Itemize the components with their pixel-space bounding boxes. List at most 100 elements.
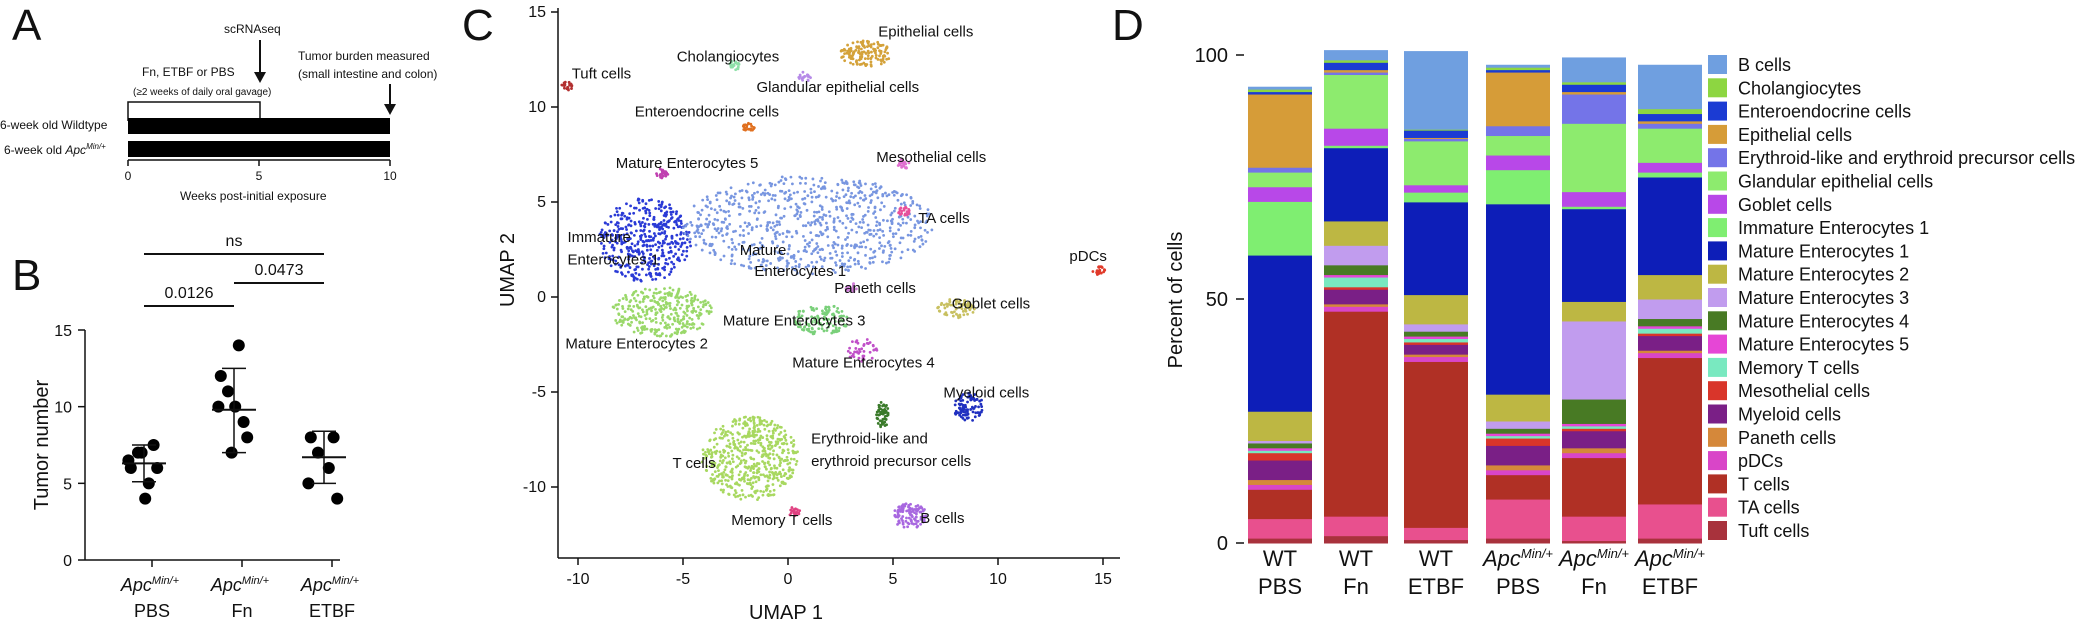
- umap-cell: [954, 302, 958, 306]
- stacked-segment: [1638, 64, 1702, 110]
- umap-cell: [632, 291, 636, 294]
- data-point: [212, 400, 225, 413]
- umap-cell: [811, 272, 814, 276]
- umap-cell: [736, 482, 739, 486]
- umap-cell: [741, 493, 745, 497]
- genotype-gene: Apc: [1481, 546, 1521, 571]
- umap-cell: [743, 472, 747, 476]
- umap-cell: [815, 210, 819, 214]
- umap-cell: [872, 234, 876, 238]
- umap-cell: [882, 421, 885, 425]
- umap-cell: [651, 278, 654, 281]
- umap-cell: [674, 308, 678, 312]
- umap-cell: [809, 305, 813, 309]
- stacked-segment: [1562, 94, 1626, 124]
- umap-cell: [730, 449, 734, 453]
- umap-cell: [806, 73, 810, 77]
- umap-cell: [892, 209, 896, 213]
- umap-cell: [951, 314, 955, 318]
- umap-cell: [954, 409, 958, 413]
- umap-cell: [769, 441, 773, 444]
- umap-cell: [909, 519, 913, 523]
- umap-cell: [619, 217, 623, 221]
- umap-cell: [1096, 272, 1100, 276]
- umap-cell: [967, 391, 971, 395]
- legend-entry: Mesothelial cells: [1738, 381, 1870, 401]
- umap-cell: [763, 462, 766, 466]
- umap-cell: [613, 213, 617, 217]
- umap-cell: [815, 260, 819, 264]
- umap-cell: [753, 442, 757, 445]
- umap-cell: [651, 222, 655, 226]
- umap-cell: [906, 248, 910, 252]
- umap-cell: [869, 201, 873, 204]
- umap-cell: [795, 459, 799, 463]
- umap-cell: [616, 213, 620, 217]
- umap-cell: [771, 194, 775, 197]
- umap-cell: [730, 59, 734, 63]
- umap-cell: [661, 313, 665, 317]
- umap-cell: [798, 181, 802, 185]
- panel-b-xtick-group: Fn: [231, 601, 252, 621]
- umap-cell: [663, 276, 666, 280]
- umap-cell: [687, 230, 691, 234]
- umap-cell: [761, 257, 765, 261]
- umap-cell: [685, 254, 689, 258]
- umap-cell: [747, 198, 751, 202]
- umap-cell: [949, 303, 953, 307]
- stacked-segment: [1324, 274, 1388, 278]
- umap-cell: [649, 262, 653, 266]
- umap-cell: [682, 249, 685, 253]
- bar-genotype-label: WT: [1339, 546, 1373, 571]
- umap-cell: [848, 355, 852, 359]
- umap-cell: [624, 225, 628, 229]
- umap-cell: [896, 164, 900, 167]
- umap-cell: [710, 464, 714, 467]
- umap-cell: [752, 471, 755, 475]
- umap-cell: [794, 264, 798, 268]
- umap-cell: [822, 329, 826, 333]
- data-point: [142, 477, 155, 490]
- stacked-segment: [1248, 452, 1312, 461]
- umap-cell: [721, 490, 725, 494]
- legend-swatch: [1708, 474, 1727, 494]
- umap-cell: [643, 225, 647, 229]
- umap-cell: [685, 238, 689, 241]
- umap-cell: [798, 509, 802, 513]
- umap-cell: [670, 260, 673, 264]
- stacked-segment: [1638, 108, 1702, 115]
- umap-cell: [598, 232, 602, 236]
- umap-cell: [738, 432, 741, 436]
- panel-b-xtick-genotype: ApcMin/+: [300, 575, 360, 595]
- umap-cell: [773, 198, 777, 202]
- stacked-segment: [1404, 354, 1468, 358]
- umap-cell: [779, 430, 783, 434]
- umap-cell: [957, 406, 961, 410]
- umap-cell: [734, 60, 738, 64]
- umap-cell: [751, 181, 755, 185]
- umap-cell: [747, 127, 751, 131]
- umap-cell: [844, 193, 848, 197]
- umap-cell: [840, 206, 844, 210]
- umap-cell: [651, 294, 655, 298]
- stacked-segment: [1562, 301, 1626, 322]
- legend-swatch: [1708, 218, 1727, 238]
- umap-cell: [782, 441, 786, 445]
- umap-cell: [751, 495, 754, 498]
- umap-cell: [762, 453, 766, 456]
- umap-cell: [951, 311, 954, 315]
- umap-cell: [901, 161, 904, 165]
- stacked-segment: [1638, 335, 1702, 351]
- umap-cell: [708, 220, 712, 224]
- umap-cell: [849, 256, 852, 260]
- timeline-tick-label: 0: [125, 169, 132, 183]
- umap-cell: [685, 304, 689, 308]
- umap-cell: [660, 170, 664, 173]
- panel-d-ytick-label: 100: [1195, 45, 1228, 67]
- umap-cell: [919, 517, 923, 521]
- umap-cell: [842, 264, 846, 268]
- umap-cell: [740, 451, 744, 455]
- umap-cell: [677, 248, 681, 251]
- umap-cell: [868, 256, 872, 260]
- panel-label-d: D: [1112, 1, 1144, 50]
